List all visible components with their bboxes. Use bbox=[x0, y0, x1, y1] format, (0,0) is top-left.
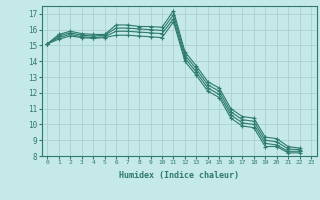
X-axis label: Humidex (Indice chaleur): Humidex (Indice chaleur) bbox=[119, 171, 239, 180]
